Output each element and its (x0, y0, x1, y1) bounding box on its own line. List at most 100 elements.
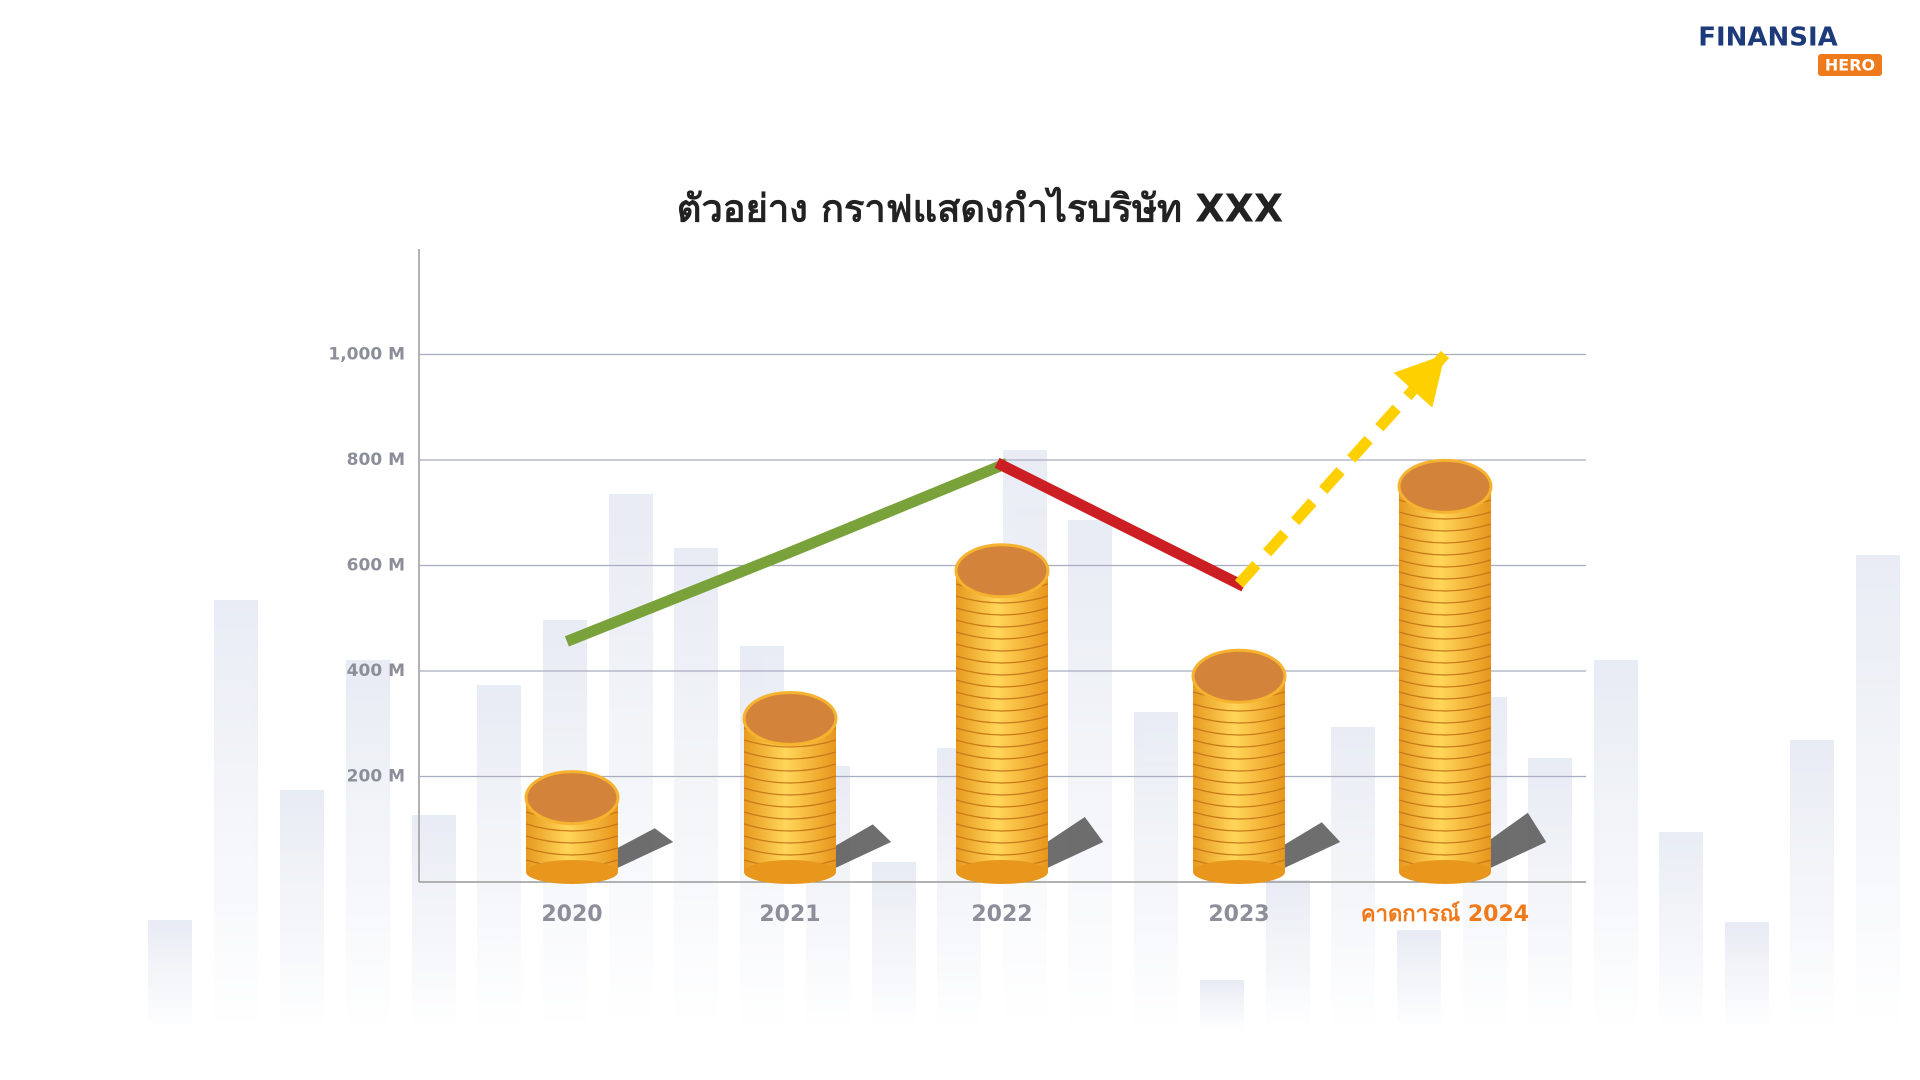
coin-edge (955, 667, 1049, 676)
coin-edge (1398, 727, 1492, 736)
coin-edge (955, 787, 1049, 796)
coin-edge (1192, 727, 1286, 736)
coin-edge (743, 751, 837, 760)
coin-edge (1398, 751, 1492, 760)
coin-edge (955, 631, 1049, 640)
coin-edge (955, 727, 1049, 736)
coin-edge (525, 835, 619, 844)
coin-edge (1398, 631, 1492, 640)
coin-edge (955, 763, 1049, 772)
y-tick-label: 200 M (347, 767, 405, 787)
coin-edge (1398, 679, 1492, 688)
coin-edge (1192, 799, 1286, 808)
coin-edge (1192, 715, 1286, 724)
coin-edge (743, 847, 837, 856)
coin-edge (1398, 547, 1492, 556)
y-tick-label: 800 M (347, 450, 405, 470)
coin-edge (525, 847, 619, 856)
coin-edge (743, 835, 837, 844)
coin-edge (955, 643, 1049, 652)
y-tick-label: 600 M (347, 556, 405, 576)
coin-edge (955, 847, 1049, 856)
coin-top (954, 543, 1050, 599)
x-tick-label: คาดการณ์ 2024 (1361, 901, 1529, 927)
coin-edge (955, 703, 1049, 712)
coin-top (742, 690, 838, 746)
coin-edge (1192, 703, 1286, 712)
coin-edge (955, 799, 1049, 808)
coin-edge (1398, 775, 1492, 784)
coin-bottom (744, 860, 836, 884)
coin-bottom (956, 860, 1048, 884)
x-tick-label: 2022 (971, 902, 1032, 927)
coin-edge (955, 811, 1049, 820)
line-segment (564, 458, 1010, 647)
coin-edge (1398, 835, 1492, 844)
coin-edge (1398, 571, 1492, 580)
coin-edge (1192, 787, 1286, 796)
coin-edge (1398, 643, 1492, 652)
coin-edge (1398, 799, 1492, 808)
coin-edge (525, 823, 619, 832)
coin-edge (1398, 511, 1492, 520)
coin-edge (955, 751, 1049, 760)
x-tick-label: 2021 (759, 902, 820, 927)
brand-tag: HERO (1825, 56, 1875, 75)
arrow-head (1393, 354, 1445, 408)
x-tick-label: 2023 (1208, 902, 1269, 927)
coin-edge (955, 823, 1049, 832)
coin-edge (955, 775, 1049, 784)
coin-edge (743, 811, 837, 820)
coin-edge (1398, 559, 1492, 568)
coin-edge (743, 799, 837, 808)
coin-edge (955, 655, 1049, 664)
coin-edge (1398, 619, 1492, 628)
coin-edge (955, 679, 1049, 688)
coin-edge (1192, 775, 1286, 784)
chart-title: ตัวอย่าง กราฟแสดงกำไรบริษัท XXX (677, 187, 1283, 231)
coin-edge (1398, 763, 1492, 772)
coin-edge (955, 715, 1049, 724)
brand-name: FINANSIA (1698, 23, 1838, 53)
coin-edge (1398, 583, 1492, 592)
coin-edge (955, 595, 1049, 604)
coin-edge (955, 607, 1049, 616)
coin-edge (1398, 787, 1492, 796)
coin-bottom (526, 860, 618, 884)
coin-edge (1192, 811, 1286, 820)
y-tick-label: 400 M (347, 661, 405, 681)
coin-edge (1398, 523, 1492, 532)
coin-edge (1398, 739, 1492, 748)
x-tick-label: 2020 (541, 902, 602, 927)
coin-edge (1398, 715, 1492, 724)
coin-edge (955, 739, 1049, 748)
coin-top (524, 770, 620, 826)
coin-edge (1192, 835, 1286, 844)
coin-edge (1398, 823, 1492, 832)
coin-edge (1398, 847, 1492, 856)
coin-edge (955, 835, 1049, 844)
coin-edge (743, 775, 837, 784)
coin-top (1397, 458, 1493, 514)
coin-bottom (1399, 860, 1491, 884)
coin-stack (1399, 486, 1491, 872)
coin-edge (1398, 595, 1492, 604)
coin-edge (1192, 823, 1286, 832)
brand-tag-bg (1818, 54, 1882, 76)
coin-edge (955, 691, 1049, 700)
coin-edge (1398, 655, 1492, 664)
y-tick-label: 1,000 M (328, 345, 405, 365)
coin-edge (1398, 703, 1492, 712)
coin-edge (743, 787, 837, 796)
coin-edge (743, 763, 837, 772)
coin-edge (1398, 691, 1492, 700)
coin-bottom (1193, 860, 1285, 884)
coin-edge (1398, 667, 1492, 676)
line-segment (994, 457, 1247, 592)
coin-edge (743, 823, 837, 832)
coin-edge (1192, 763, 1286, 772)
coin-edge (955, 619, 1049, 628)
coin-edge (1398, 607, 1492, 616)
